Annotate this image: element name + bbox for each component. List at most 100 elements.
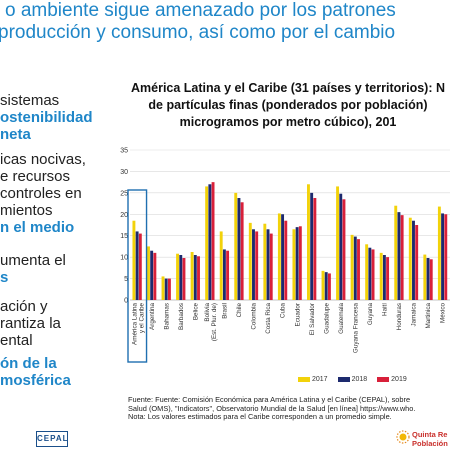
bar-2017: [336, 186, 340, 300]
bar-2018: [208, 184, 212, 300]
x-tick-label: Guatemala: [338, 303, 345, 334]
bar-2019: [153, 252, 157, 300]
cepal-logo: CEPAL: [36, 431, 68, 447]
x-tick-label: Guyana: [367, 303, 374, 326]
bar-2019: [197, 256, 200, 300]
bar-2019: [240, 202, 244, 300]
left-text-line: ostenibilidad: [0, 109, 93, 126]
chart-title: América Latina y el Caribe (31 países y …: [126, 80, 450, 131]
bar-2019: [182, 258, 186, 300]
footer-brand-line2: Población: [412, 439, 448, 448]
bar-2017: [176, 253, 180, 300]
bar-2018: [310, 192, 314, 300]
bar-2017: [321, 270, 325, 300]
bar-2018: [339, 193, 343, 300]
bar-2017: [205, 186, 209, 300]
bar-2017: [394, 205, 398, 300]
footer-brand-line1: Quinta Re: [412, 430, 448, 439]
x-tick-label: Guyana Francesa: [352, 303, 359, 354]
legend-label: 2017: [312, 376, 328, 383]
bar-2019: [313, 198, 317, 300]
legend-swatch: [337, 376, 350, 382]
bar-2018: [222, 249, 226, 300]
source-line2: Salud (OMS), "Indicators", Observatorio …: [128, 403, 416, 413]
left-text-line: controles en: [0, 185, 82, 202]
bar-2017: [437, 206, 441, 300]
bar-2018: [441, 213, 445, 300]
x-tick-label: Cuba: [280, 303, 287, 319]
bar-2018: [164, 278, 168, 300]
bar-chart: 0 5 10 15 20 25 30 35 América Latinay el Caribe…: [120, 148, 450, 363]
bar-2017: [350, 234, 354, 300]
bar-2017: [263, 223, 267, 300]
bar-2017: [365, 244, 369, 300]
y-tick-label: 5: [124, 276, 128, 283]
x-tick-label: Bolivia(Est. Plur. de): [204, 303, 218, 342]
left-text-line: mientos: [0, 202, 53, 219]
slide-title-line1: o ambiente sigue amenazado por los patro…: [5, 0, 396, 21]
slide-title: o ambiente sigue amenazado por los patro…: [0, 0, 450, 44]
chart-title-line2: de partículas finas (ponderados por pobl…: [148, 98, 428, 112]
bar-2019: [211, 182, 215, 300]
bar-2019: [298, 226, 302, 300]
left-text-line: e recursos: [0, 168, 71, 185]
bar-2017: [307, 184, 310, 300]
x-tick-label: Guadalupe: [323, 303, 330, 334]
bar-2017: [248, 222, 252, 300]
x-tick-label: Bahamas: [163, 303, 170, 330]
chart-title-line3: microgramos por metro cúbico), 201: [179, 115, 397, 129]
left-text-line: sistemas: [0, 92, 60, 109]
x-tick-label: Chile: [236, 303, 243, 318]
legend-item-2018: 2018: [337, 376, 367, 383]
chart-legend: 2017 2018 2019: [298, 376, 417, 383]
bar-2017: [219, 231, 223, 300]
bar-2019: [255, 231, 259, 300]
x-tick-label: América Latinay el Caribe: [131, 303, 145, 345]
bar-2017: [161, 276, 165, 300]
bar-2018: [368, 247, 372, 300]
bar-2017: [147, 246, 150, 300]
bar-2018: [295, 227, 299, 300]
bar-2018: [324, 272, 328, 300]
bar-2018: [281, 214, 285, 300]
footer-brand: Quinta Re Población: [412, 430, 448, 448]
left-text-line: icas nocivas,: [0, 151, 86, 168]
x-tick-label: Brasil: [222, 303, 229, 319]
bar-2019: [138, 233, 142, 300]
x-tick-label: Colombia: [251, 303, 258, 330]
bar-2017: [379, 252, 383, 300]
bar-2017: [292, 229, 296, 300]
bar-2019: [415, 225, 419, 300]
bar-2019: [357, 239, 360, 300]
bar-2018: [266, 229, 270, 300]
source-line1: Fuente: Fuente: Comisión Económica para …: [128, 396, 411, 404]
bar-2018: [150, 250, 154, 300]
left-text-column: sistemas ostenibilidad neta icas nocivas…: [0, 92, 125, 389]
x-tick-label: Belice: [192, 303, 199, 321]
x-tick-label: Honduras: [396, 303, 403, 330]
x-tick-label: Martinica: [425, 303, 432, 329]
bar-2019: [167, 278, 171, 300]
x-tick-label: Jamaica: [411, 303, 418, 327]
chart-title-line1: América Latina y el Caribe (31 países y …: [130, 81, 445, 95]
y-tick-label: 30: [120, 169, 128, 176]
bar-2018: [252, 229, 255, 300]
legend-label: 2019: [391, 376, 407, 383]
left-text-line: rantiza la: [0, 315, 61, 332]
left-text-line: umenta el: [0, 252, 66, 269]
x-tick-label: Argentina: [149, 303, 156, 330]
bar-2018: [397, 212, 401, 300]
legend-swatch: [377, 376, 390, 382]
x-tick-label: Haití: [382, 303, 389, 316]
y-tick-label: 20: [120, 212, 128, 219]
bar-2019: [269, 233, 273, 300]
x-tick-label: Barbados: [178, 303, 185, 330]
legend-item-2017: 2017: [298, 376, 328, 383]
bar-2018: [135, 231, 139, 300]
bar-2019: [400, 215, 404, 300]
x-tick-label: Costa Rica: [265, 303, 272, 334]
bar-2019: [444, 214, 448, 300]
legend-item-2019: 2019: [377, 376, 407, 383]
y-tick-label: 0: [124, 298, 128, 305]
sun-logo-icon: [396, 430, 410, 444]
